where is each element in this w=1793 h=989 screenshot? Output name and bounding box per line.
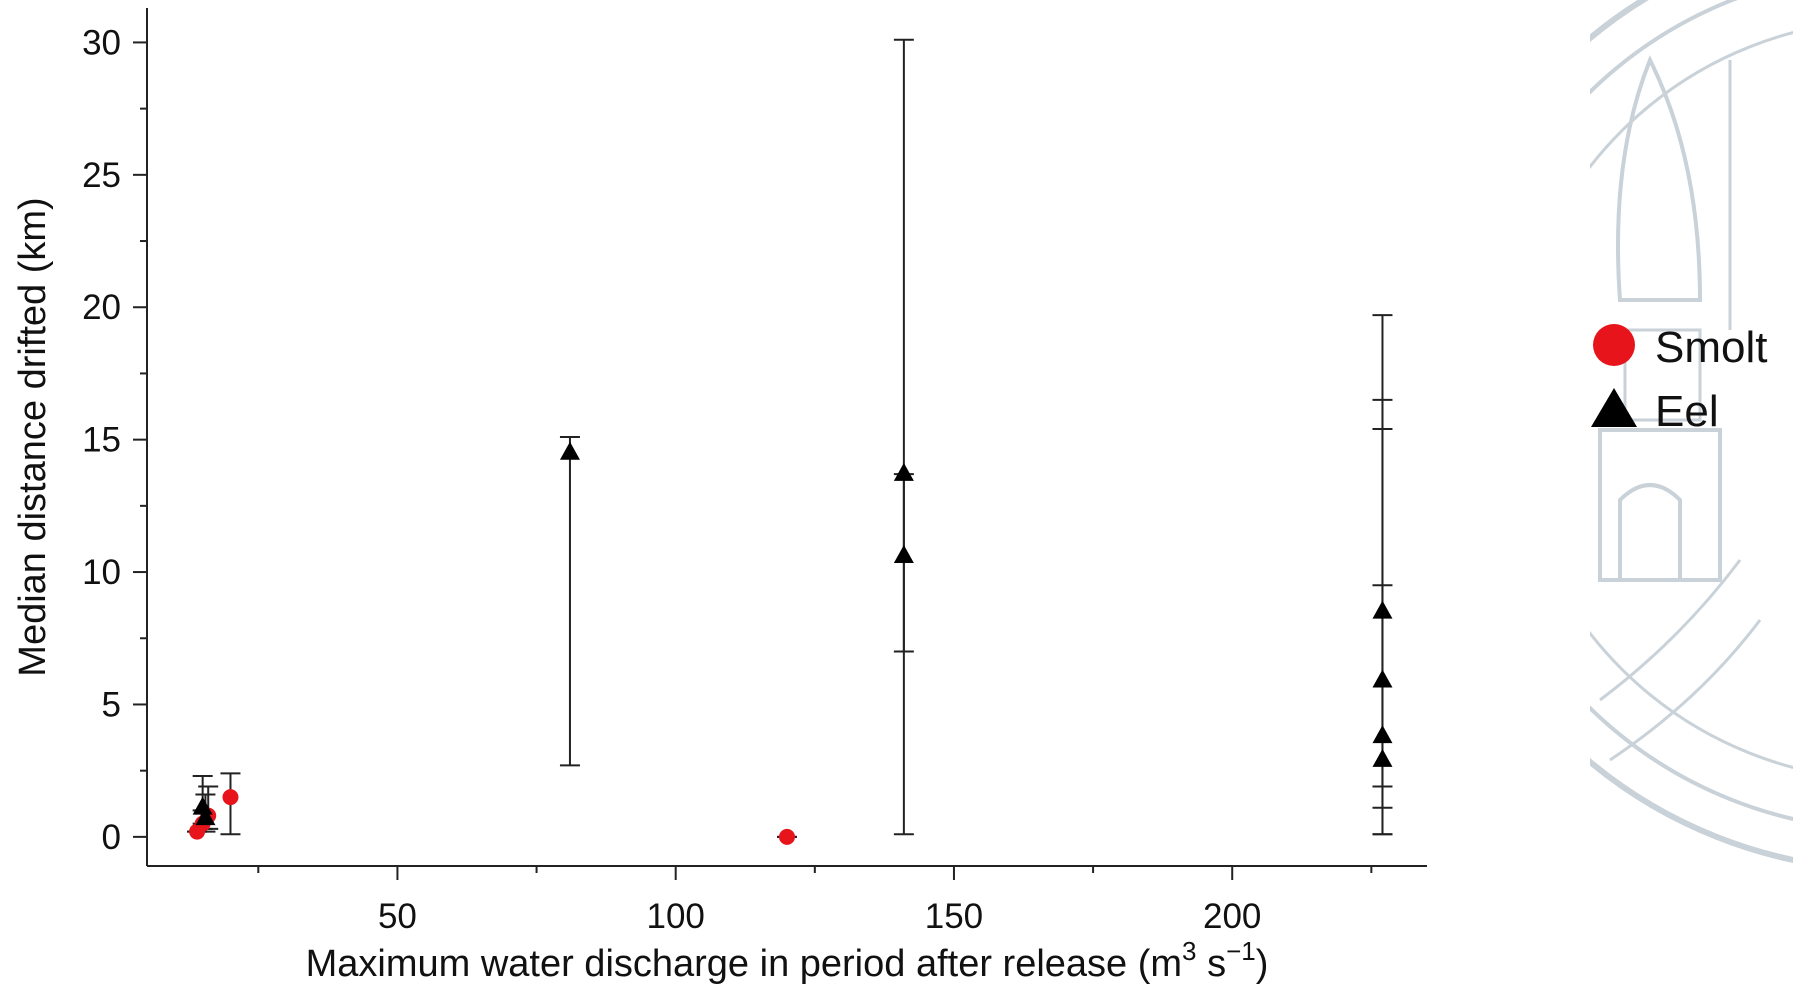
y-tick-label: 25 — [82, 156, 121, 195]
y-tick-label: 5 — [102, 685, 121, 724]
y-tick-label: 10 — [82, 553, 121, 592]
y-tick-label: 15 — [82, 421, 121, 460]
data-point-eel — [893, 545, 914, 564]
legend-marker-eel — [1591, 388, 1637, 427]
seal-watermark — [1590, 0, 1793, 863]
y-axis-ticks: 0 5 10 15 20 25 30 — [82, 23, 147, 857]
legend-label-smolt: Smolt — [1655, 323, 1767, 372]
legend: Smolt Eel — [1591, 323, 1767, 436]
y-axis-label: Median distance drifted (km) — [12, 197, 54, 676]
legend-label-eel: Eel — [1655, 387, 1719, 436]
data-point-smolt — [222, 789, 239, 806]
error-bar-eel — [559, 436, 580, 767]
error-bars — [187, 38, 1393, 838]
x-tick-label: 50 — [378, 897, 417, 936]
data-markers — [189, 441, 1393, 845]
data-point-eel — [1372, 669, 1393, 688]
data-point-eel — [1372, 600, 1393, 619]
data-point-eel — [1372, 725, 1393, 744]
data-point-eel — [1372, 748, 1393, 767]
data-point-eel — [192, 796, 213, 815]
x-tick-label: 100 — [646, 897, 704, 936]
x-axis-ticks: 50 100 150 200 — [257, 866, 1373, 936]
y-tick-label: 20 — [82, 288, 121, 327]
x-tick-label: 150 — [925, 897, 983, 936]
x-tick-label: 200 — [1203, 897, 1261, 936]
x-axis-label: Maximum water discharge in period after … — [306, 936, 1269, 985]
y-tick-label: 30 — [82, 23, 121, 62]
error-bar-eel — [893, 38, 914, 836]
data-point-eel — [893, 462, 914, 481]
error-bar-eel — [1372, 584, 1393, 836]
legend-marker-smolt — [1593, 324, 1635, 366]
data-point-smolt — [779, 828, 795, 845]
data-point-eel — [195, 807, 216, 826]
data-point-eel — [559, 441, 580, 460]
y-tick-label: 0 — [102, 818, 121, 857]
